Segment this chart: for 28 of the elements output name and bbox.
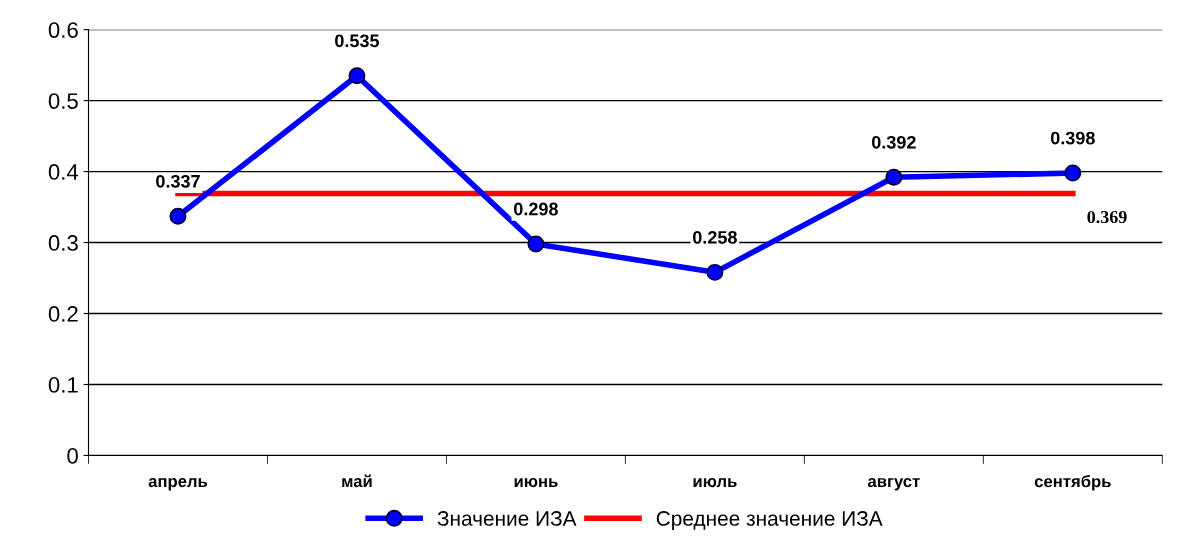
data-label: 0.398 (1050, 131, 1095, 145)
y-tick-label: 0.2 (48, 306, 78, 322)
point (885, 168, 903, 186)
data-label: 0.369 (1087, 210, 1127, 224)
y-tick-label: 0.5 (48, 93, 78, 109)
legend-label: Среднее значение ИЗА (656, 511, 883, 530)
data-label: 0.392 (871, 135, 916, 149)
point (169, 207, 187, 225)
x-tick-label: май (342, 474, 372, 488)
y-tick-label: 0.4 (48, 164, 79, 180)
x-tick-label: август (867, 478, 920, 491)
x-tick-label: июль (693, 478, 737, 488)
point (1064, 164, 1082, 182)
data-label: 0.258 (693, 231, 737, 244)
y-tick-label: 0.6 (48, 22, 78, 38)
y-tick-label: 0 (67, 447, 78, 464)
x-tick-label: июнь (514, 478, 558, 488)
y-tick-label: 0.1 (48, 377, 78, 393)
point (527, 235, 545, 253)
x-tick-label: апрель (148, 477, 208, 491)
data-label: 0.337 (156, 174, 200, 188)
data-label: 0.535 (335, 34, 380, 48)
point (348, 67, 366, 85)
y-tick-label: 0.3 (48, 235, 78, 251)
legend-label: Значение ИЗА (437, 511, 577, 526)
data-label: 0.298 (514, 202, 558, 216)
point (706, 263, 724, 281)
x-tick-label: сентябрь (1034, 474, 1111, 491)
